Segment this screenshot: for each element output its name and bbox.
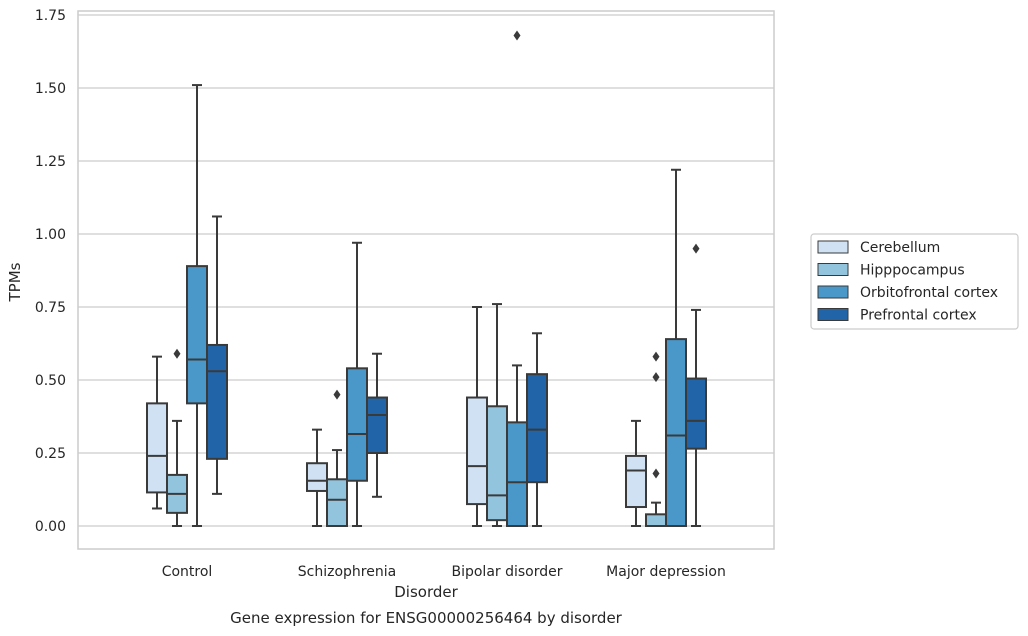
- x-tick-label: Major depression: [606, 564, 726, 580]
- legend: Cerebellum Hipppocampus Orbitofrontal cort…: [810, 233, 1019, 330]
- box-prefrontal-cortex: [526, 332, 548, 527]
- box: [645, 513, 667, 528]
- legend-label: Cerebellum: [860, 240, 940, 256]
- y-tick-label: 0.75: [35, 300, 66, 316]
- legend-item: Orbitofrontal cortex: [817, 285, 998, 301]
- legend-swatch: [817, 240, 849, 254]
- legend-label: Hipppocampus: [860, 263, 965, 279]
- y-tick-label: 1.75: [35, 8, 66, 24]
- legend-label: Orbitofrontal cortex: [860, 285, 998, 301]
- box-cerebellum: [625, 419, 647, 527]
- legend-item: Hipppocampus: [817, 263, 965, 279]
- x-axis-label: Disorder: [394, 583, 458, 601]
- outlier-point: [652, 372, 660, 383]
- y-tick-label: 0.25: [35, 446, 66, 462]
- outlier-point: [333, 389, 341, 400]
- legend-label: Prefrontal cortex: [860, 308, 977, 324]
- y-tick-label: 0.00: [35, 519, 66, 535]
- box: [186, 265, 208, 405]
- box: [146, 402, 168, 494]
- legend-swatch: [817, 263, 849, 276]
- legend-swatch: [817, 285, 849, 299]
- box: [625, 454, 647, 509]
- box: [346, 367, 368, 482]
- box: [685, 377, 707, 450]
- x-tick-label: Bipolar disorder: [451, 564, 562, 580]
- box: [326, 478, 348, 527]
- box-prefrontal-cortex: [206, 215, 228, 495]
- box-cerebellum: [306, 428, 328, 527]
- y-tick-labels: 0.00 0.25 0.50 0.75 1.00 1.25 1.50 1.75: [35, 8, 66, 535]
- box: [665, 338, 687, 527]
- y-tick-label: 1.25: [35, 154, 66, 170]
- legend-item: Prefrontal cortex: [817, 308, 977, 324]
- box-orbitofrontal-cortex: [506, 30, 528, 527]
- box: [486, 405, 508, 522]
- y-axis-label: TPMs: [6, 262, 24, 302]
- box-orbitofrontal-cortex: [665, 168, 687, 527]
- box-plot-marks: [146, 30, 707, 528]
- box: [506, 421, 528, 527]
- box-hipppocampus: [486, 303, 508, 527]
- box-hipppocampus: [166, 348, 188, 527]
- box: [206, 343, 228, 460]
- box: [466, 396, 488, 506]
- box-orbitofrontal-cortex: [186, 84, 208, 527]
- outlier-point: [692, 243, 700, 254]
- y-tick-label: 0.50: [35, 373, 66, 389]
- box: [526, 373, 548, 484]
- box-hipppocampus: [326, 389, 348, 527]
- legend-item: Cerebellum: [817, 240, 940, 256]
- box: [366, 396, 388, 454]
- outlier-point: [173, 348, 181, 359]
- figure-caption: Gene expression for ENSG00000256464 by d…: [230, 609, 623, 627]
- y-tick-label: 1.00: [35, 227, 66, 243]
- plot-frame: [77, 10, 775, 550]
- box-cerebellum: [146, 355, 168, 510]
- box-prefrontal-cortex: [366, 352, 388, 498]
- outlier-point: [652, 468, 660, 479]
- x-tick-labels: Control Schizophrenia Bipolar disorder Majo…: [162, 564, 726, 580]
- box-prefrontal-cortex: [685, 243, 707, 527]
- box-hipppocampus: [645, 351, 667, 528]
- legend-swatch: [817, 308, 849, 321]
- box-orbitofrontal-cortex: [346, 241, 368, 527]
- box-cerebellum: [466, 306, 488, 527]
- outlier-point: [513, 30, 521, 41]
- legend-frame: [810, 233, 1019, 330]
- x-tick-label: Schizophrenia: [298, 564, 396, 580]
- x-tick-label: Control: [162, 564, 213, 580]
- y-tick-label: 1.50: [35, 81, 66, 97]
- box: [306, 462, 328, 492]
- outlier-point: [652, 351, 660, 362]
